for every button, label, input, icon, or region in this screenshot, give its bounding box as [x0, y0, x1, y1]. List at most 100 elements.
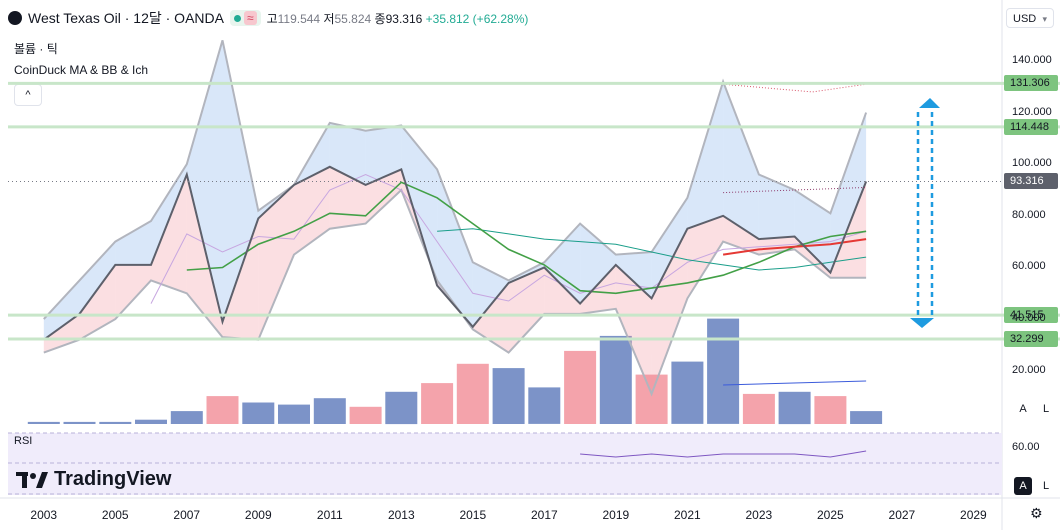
x-tick-label: 2007	[173, 508, 201, 522]
x-tick-label: 2013	[387, 508, 415, 522]
volume-bar	[528, 387, 561, 424]
volume-bar	[99, 421, 132, 424]
rsi-line	[580, 450, 867, 458]
level-tag-s1[interactable]: 41.515	[1004, 307, 1058, 324]
approx-badge: ≈	[243, 11, 257, 25]
auto-scale-button-rsi[interactable]: A	[1014, 477, 1032, 495]
tradingview-wordmark: TradingView	[54, 468, 172, 490]
volume-bar	[27, 421, 60, 424]
x-tick-label: 2017	[530, 508, 558, 522]
band-fill-lower	[365, 169, 402, 224]
x-tick-label: 2009	[244, 508, 272, 522]
low-value: 55.824	[334, 11, 372, 26]
level-tag-s2[interactable]: 32.299	[1004, 330, 1058, 347]
volume-bar	[456, 363, 489, 424]
level-tag-r1[interactable]: 131.306	[1004, 75, 1058, 92]
volume-bar	[778, 391, 811, 425]
x-tick-label: 2027	[888, 508, 916, 522]
volume-indicator-label[interactable]: 볼륨 · 틱	[14, 42, 58, 56]
band-fill-lower	[115, 264, 151, 320]
volume-bar	[135, 419, 167, 424]
oil-drop-icon	[8, 11, 22, 25]
auto-scale-button[interactable]: A	[1019, 403, 1027, 415]
ohlc-readout: 고119.544 저55.824 종93.316 +35.812 (+62.28…	[267, 10, 529, 27]
band-fill-upper	[580, 223, 616, 304]
market-status-badge[interactable]: ≈	[229, 10, 261, 26]
y-tick-label: 80.000	[1012, 208, 1046, 221]
band-fill-lower	[258, 184, 294, 340]
tradingview-icon	[16, 471, 48, 488]
band-fill-upper	[365, 125, 402, 185]
band-fill-lower	[79, 264, 116, 340]
overlay-indicator-label[interactable]: CoinDuck MA & BB & Ich	[14, 63, 149, 77]
high-label: 고	[266, 11, 278, 26]
volume-bar	[707, 318, 740, 424]
band-fill-upper	[758, 174, 795, 240]
volume-bar	[492, 368, 525, 424]
band-fill-upper	[472, 262, 509, 327]
band-fill-lower	[151, 174, 187, 294]
volume-bar	[349, 406, 382, 424]
band-fill-upper	[687, 81, 724, 229]
volume-bar	[564, 350, 597, 424]
volume-bar	[278, 404, 310, 424]
x-tick-label: 2011	[316, 508, 343, 522]
x-tick-label: 2025	[817, 508, 844, 522]
ma-purple-line	[150, 173, 867, 304]
band-fill-upper	[794, 190, 831, 273]
x-tick-label: 2005	[101, 508, 129, 522]
volume-bar	[206, 396, 239, 424]
x-tick-label: 2029	[960, 508, 987, 522]
rsi-indicator-label[interactable]: RSI	[14, 435, 33, 447]
band-fill-lower	[544, 267, 581, 314]
rsi-pane-bg	[8, 433, 1002, 495]
y-tick-label: 140.000	[1012, 53, 1052, 66]
x-tick-label: 2021	[673, 508, 701, 522]
band-fill-upper	[329, 122, 366, 185]
projection-arrow-up-icon	[919, 98, 940, 108]
band-fill-upper	[401, 125, 438, 286]
rsi-tick-label: 60.00	[1012, 441, 1040, 453]
volume-ma-line	[723, 380, 867, 386]
close-label: 종	[374, 11, 386, 26]
volume-bar	[170, 411, 203, 424]
band-fill-lower	[687, 215, 724, 299]
volume-bar	[242, 402, 275, 424]
band-fill-lower	[615, 264, 652, 394]
symbol-title[interactable]: West Texas Oil · 12달 · OANDA	[28, 10, 224, 26]
band-fill-upper	[723, 81, 759, 240]
volume-bar	[850, 411, 883, 424]
settings-gear-icon[interactable]: ⚙	[1030, 505, 1043, 521]
log-scale-button-rsi[interactable]: L	[1042, 480, 1050, 492]
y-tick-label: 20.000	[1012, 363, 1046, 376]
volume-bar	[742, 393, 775, 424]
tradingview-logo[interactable]: TradingView	[16, 468, 171, 491]
volume-bar	[313, 398, 346, 424]
change-value: +35.812 (+62.28%)	[425, 11, 529, 26]
last-price-tag[interactable]: 93.316	[1004, 173, 1058, 190]
volume-bar	[671, 361, 704, 424]
volume-bar	[63, 421, 96, 424]
chart-header: West Texas Oil · 12달 · OANDA ≈ 고119.544 …	[8, 8, 528, 28]
band-fill-lower	[294, 166, 330, 255]
volume-bar	[599, 335, 632, 424]
currency-select[interactable]: USD	[1006, 8, 1054, 29]
band-fill-upper	[79, 241, 116, 314]
level-tag-r2[interactable]: 114.448	[1004, 118, 1058, 135]
log-scale-button[interactable]: L	[1042, 403, 1050, 415]
band-fill-upper	[43, 280, 80, 340]
ma-teal-line	[437, 228, 867, 271]
x-tick-label: 2003	[30, 508, 58, 522]
band-fill-upper	[830, 112, 867, 273]
volume-bar	[635, 374, 668, 424]
band-fill-upper	[115, 221, 151, 265]
band-fill-upper	[437, 169, 473, 327]
x-tick-label: 2023	[745, 508, 773, 522]
y-tick-label: 60.000	[1012, 260, 1046, 273]
band-fill-upper	[651, 197, 688, 299]
volume-bar	[385, 391, 418, 425]
status-dot-icon	[233, 14, 241, 22]
low-label: 저	[323, 11, 335, 26]
x-tick-label: 2015	[459, 508, 487, 522]
